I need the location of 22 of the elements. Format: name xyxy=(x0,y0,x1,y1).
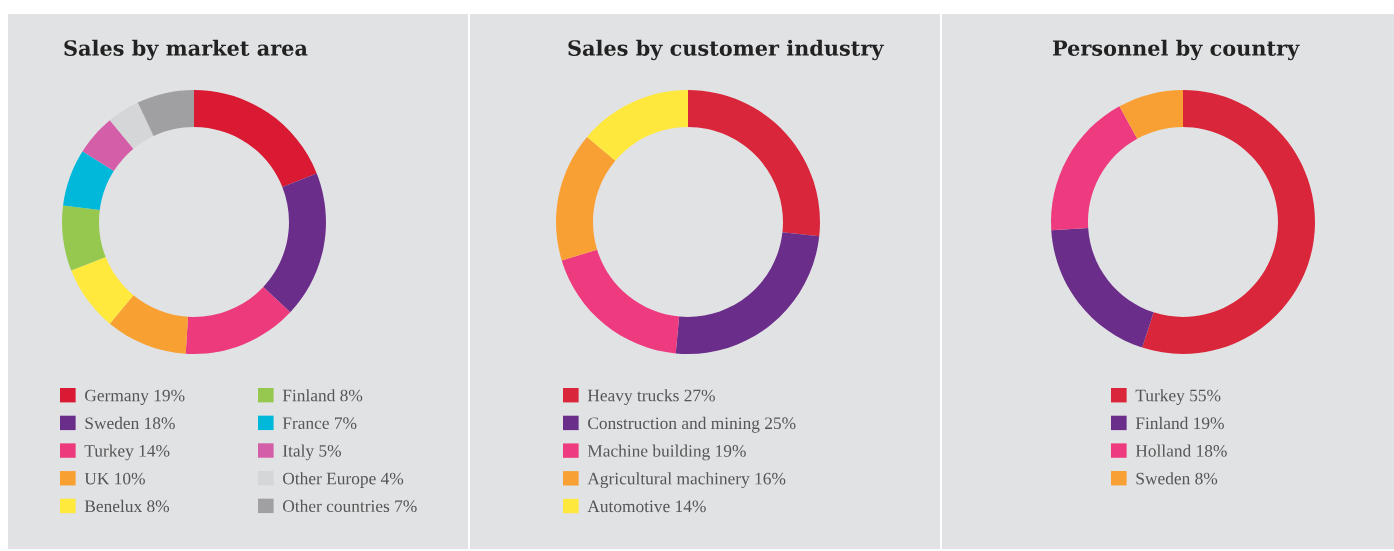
legend-label: Italy 5% xyxy=(282,444,341,461)
chart-title: Sales by market area xyxy=(64,39,308,61)
legend-label: Heavy trucks 27% xyxy=(587,389,715,405)
legend-label: Sweden 8% xyxy=(1136,472,1218,485)
legend-label: Turkey 14% xyxy=(84,444,170,461)
legend-label: Finland 19% xyxy=(1135,416,1224,430)
legend-label: Turkey 55% xyxy=(1135,389,1221,405)
legend-label: Finland 8% xyxy=(282,389,363,402)
legend-label: UK 10% xyxy=(84,472,145,485)
chart-title: Personnel by country xyxy=(1052,39,1300,61)
legend-label: Construction and mining 25% xyxy=(588,416,796,433)
chart-title: Sales by customer industry xyxy=(568,39,884,61)
legend-label: Holland 18% xyxy=(1135,444,1227,457)
legend-label: Germany 19% xyxy=(85,389,185,405)
legend-label: Benelux 8% xyxy=(84,499,170,513)
legend-label: Automotive 14% xyxy=(587,500,706,513)
legend-label: Sweden 18% xyxy=(85,416,175,430)
legend-label: Other Europe 4% xyxy=(283,472,404,488)
legend-label: France 7% xyxy=(282,417,357,430)
legend-label: Machine building 19% xyxy=(587,444,746,461)
legend-label: Other countries 7% xyxy=(283,499,417,513)
legend-label: Agricultural machinery 16% xyxy=(587,472,786,489)
